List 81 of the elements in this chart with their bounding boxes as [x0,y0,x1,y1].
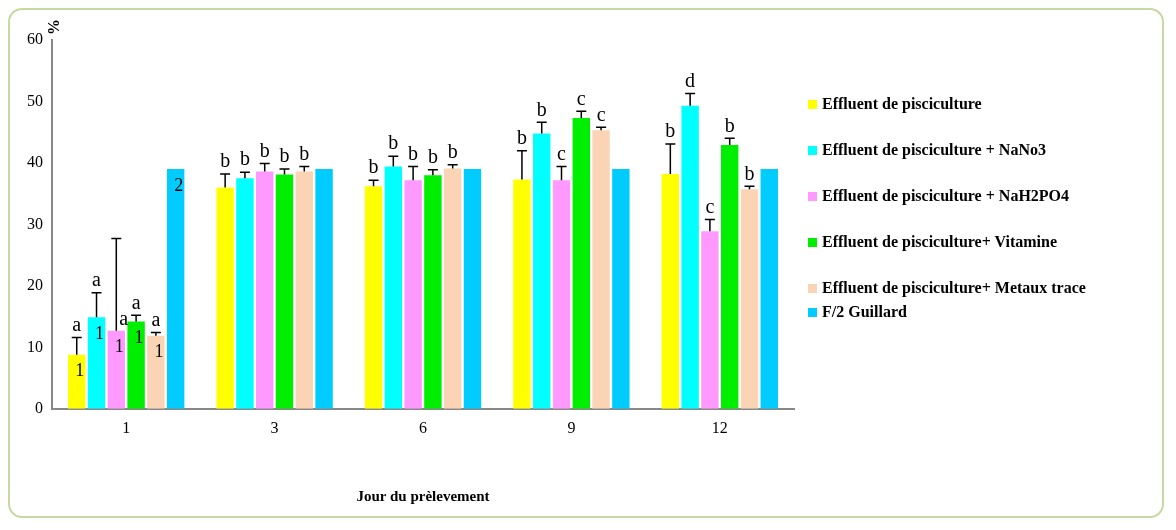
data-label: a [92,267,102,290]
data-label: b [665,119,676,142]
data-label: b [368,155,379,178]
annotation: 2 [174,174,184,195]
y-tick-label: 60 [27,30,43,48]
y-axis-title: % [45,19,63,35]
data-label: b [536,97,547,120]
legend-label: Effluent de pisciculture+ Vitamine [822,232,1058,252]
data-label: b [516,125,527,148]
bar [315,169,333,409]
data-label: a [151,307,161,330]
legend-label: Effluent de pisciculture + NaH2PO4 [822,186,1070,206]
data-label: b [447,140,458,163]
data-label: a [131,290,141,313]
x-axis-title: Jour du prèlevement [356,487,490,504]
bar [661,174,680,409]
data-label: b [220,149,231,172]
annotation: 1 [114,336,124,357]
data-label: c [705,194,715,217]
x-tick-label: 1 [122,418,131,436]
annotation: 1 [134,327,144,348]
y-tick-label: 50 [27,91,43,109]
bar [513,179,531,409]
bar [127,321,145,409]
data-label: b [279,144,290,167]
data-label: b [724,113,735,136]
bar [720,145,739,409]
data-label: b [408,141,419,164]
data-label: c [557,141,567,164]
legend-label: Effluent de pisciculture [822,94,982,114]
bar [424,175,442,409]
bar [533,133,551,409]
x-tick-label: 9 [567,418,576,436]
x-tick-label: 3 [270,418,279,436]
bar [760,169,778,409]
data-label: b [239,147,250,170]
legend-label: Effluent de pisciculture + NaNo3 [822,140,1046,160]
x-tick-label: 6 [419,418,427,436]
bar [107,330,126,409]
y-tick-label: 30 [27,214,43,232]
y-tick-label: 0 [35,399,43,416]
bar [68,354,86,409]
data-label: d [685,68,696,91]
bar [147,335,165,409]
bar [87,317,106,409]
data-label: b [388,131,399,154]
data-label: c [596,102,606,125]
bar [592,130,610,409]
data-label: a [119,306,129,329]
bar [236,178,254,409]
bar [384,166,403,409]
annotation: 1 [95,322,105,343]
bar [404,180,422,409]
bar [740,189,759,409]
bar [463,169,482,409]
y-tick-label: 10 [27,337,43,355]
bar [681,105,699,409]
bar [216,187,234,409]
annotation: 1 [154,341,164,362]
bar [166,169,185,409]
bar [701,231,719,409]
data-label: b [299,141,310,164]
data-label: b [427,144,438,167]
bar [256,171,274,409]
y-tick-label: 40 [27,153,43,171]
bar [443,168,462,409]
legend-label: Effluent de pisciculture+ Metaux trace [822,278,1086,298]
y-tick-label: 20 [27,276,43,294]
bar [572,118,590,409]
bar [275,174,294,409]
data-label: b [259,138,270,161]
legend-label: F/2 Guillard [822,302,907,322]
bar [612,169,630,409]
bar [552,180,571,409]
bar [295,171,313,409]
annotation: 1 [75,360,85,381]
data-label: b [744,161,755,184]
x-tick-label: 12 [711,418,728,436]
data-label: c [576,86,586,109]
bar [364,186,383,409]
data-label: a [72,312,82,335]
